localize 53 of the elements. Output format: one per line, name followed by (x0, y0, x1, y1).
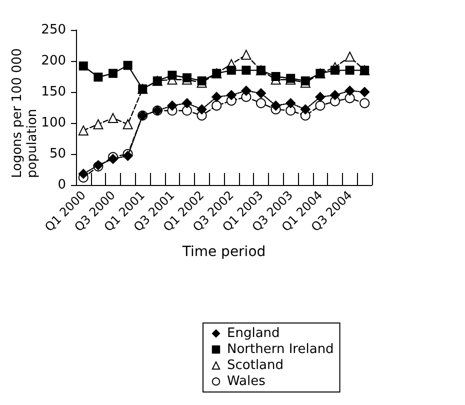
y-tick-label: 150 (41, 84, 66, 100)
point (168, 70, 177, 80)
point (330, 90, 340, 100)
point (108, 113, 118, 124)
point (330, 66, 340, 75)
point (315, 92, 326, 102)
point (123, 60, 132, 70)
point (286, 98, 296, 108)
y-tick-label: 200 (41, 54, 66, 68)
point (315, 100, 326, 111)
point (256, 88, 266, 98)
point (360, 87, 370, 97)
point (271, 72, 280, 81)
point (345, 66, 354, 75)
point (108, 68, 118, 78)
y-axis-title: Logons per 100 000 population (10, 44, 40, 178)
point (241, 86, 252, 96)
point (226, 90, 236, 100)
point (167, 100, 178, 111)
point (256, 98, 266, 108)
point (226, 66, 236, 75)
point (270, 100, 281, 111)
point (122, 119, 133, 130)
point (197, 76, 206, 86)
legend-label: Wales (227, 374, 266, 389)
point (78, 125, 88, 136)
y-tick-label: 250 (41, 22, 66, 38)
point (182, 73, 192, 82)
point (182, 106, 192, 116)
point (212, 92, 222, 102)
point (93, 119, 104, 130)
point (78, 61, 88, 70)
point (78, 168, 88, 179)
point (344, 52, 355, 62)
legend-label: England (227, 326, 280, 341)
point (286, 106, 296, 116)
point (196, 104, 207, 114)
y-tick-label: 100 (41, 116, 66, 130)
x-axis-title: Time period (181, 244, 266, 260)
point (360, 98, 370, 108)
legend-label: Scotland (227, 358, 284, 373)
point (241, 50, 252, 60)
point (242, 66, 251, 75)
point (300, 76, 310, 86)
point (344, 93, 355, 104)
legend-label: Northern Ireland (227, 342, 334, 357)
y-tick-label: 50 (49, 146, 66, 162)
point (300, 104, 310, 114)
point (212, 100, 222, 111)
y-tick-label: 0 (58, 178, 66, 192)
point (344, 86, 355, 96)
point (94, 72, 103, 82)
point (182, 98, 192, 108)
